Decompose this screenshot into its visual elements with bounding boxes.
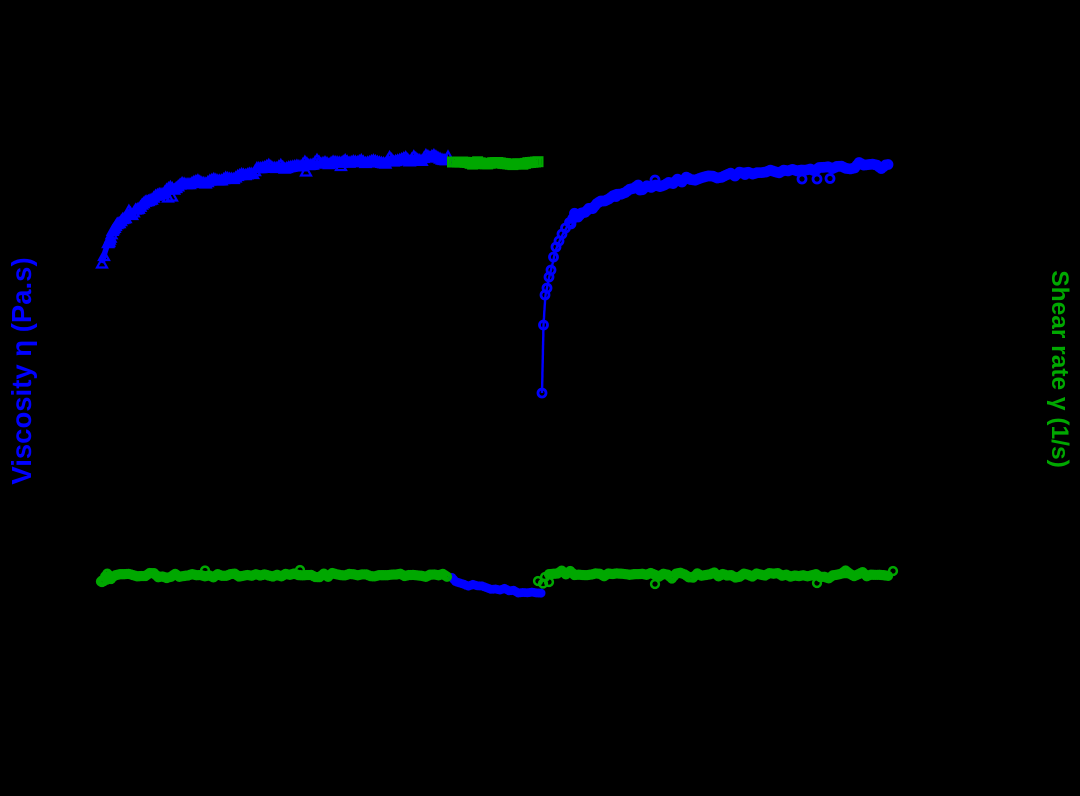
svg-text:Viscosity η (Pa.s): Viscosity η (Pa.s)	[6, 257, 37, 484]
svg-text:Shear rate γ (1/s): Shear rate γ (1/s)	[1046, 270, 1073, 467]
